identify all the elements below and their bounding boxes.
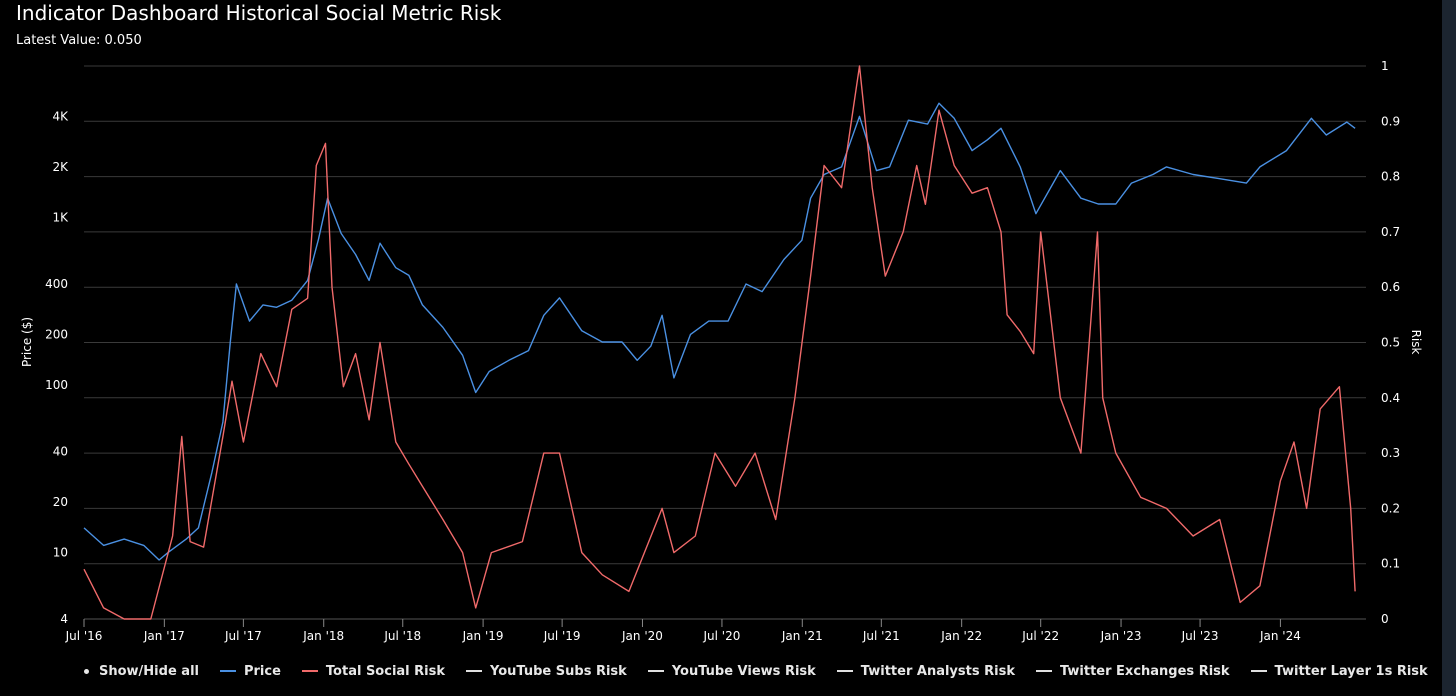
legend-swatch [1035,670,1052,672]
legend-label: Twitter Analysts Risk [860,663,1015,679]
x-tick-label: Jan '20 [621,629,663,643]
legend-show-hide-label: Show/Hide all [99,663,199,679]
legend-label: Twitter Layer 1s Risk [1274,663,1428,679]
x-tick-label: Jul '17 [224,629,262,643]
x-tick-label: Jul '22 [1021,629,1059,643]
y-left-tick-label: 2K [52,160,69,174]
y-right-tick-label: 0.1 [1381,557,1400,571]
y-right-tick-label: 0.9 [1381,114,1400,128]
x-tick-label: Jan '22 [940,629,982,643]
y-right-axis-title: Risk [1409,330,1423,355]
x-tick-label: Jul '18 [383,629,421,643]
latest-value: Latest Value: 0.050 [16,33,142,48]
legend-swatch [466,670,483,672]
y-right-tick-label: 0.6 [1381,280,1400,294]
y-left-tick-label: 1K [52,210,69,224]
x-tick-label: Jul '19 [543,629,581,643]
x-tick-label: Jul '23 [1181,629,1219,643]
y-left-tick-label: 100 [45,378,68,392]
legend-item-twitter-layer-1s-risk[interactable]: Twitter Layer 1s Risk [1250,663,1428,679]
x-tick-label: Jan '21 [781,629,823,643]
y-right-tick-label: 0.7 [1381,225,1400,239]
y-left-tick-label: 40 [53,444,68,458]
x-tick-label: Jan '23 [1100,629,1142,643]
y-left-tick-label: 4K [52,109,69,123]
legend-item-price[interactable]: Price [219,663,281,679]
x-tick-label: Jan '19 [462,629,504,643]
series-line-total-social-risk [83,65,1356,620]
legend-swatch [647,670,664,672]
x-tick-label: Jan '18 [302,629,344,643]
x-tick-label: Jul '21 [862,629,900,643]
y-left-tick-label: 4 [60,612,68,626]
y-right-tick-label: 0 [1381,612,1389,626]
y-left-tick-label: 10 [53,545,68,559]
x-tick-label: Jan '17 [143,629,185,643]
legend-item-youtube-views-risk[interactable]: YouTube Views Risk [647,663,816,679]
legend-label: Price [243,663,281,679]
legend-label: Twitter Exchanges Risk [1059,663,1230,679]
y-right-tick-label: 0.4 [1381,391,1400,405]
x-tick-label: Jan '24 [1259,629,1301,643]
y-right-tick-label: 0.8 [1381,170,1400,184]
legend-swatch [219,670,236,672]
y-left-axis-title: Price ($) [20,317,34,367]
legend-label: Total Social Risk [325,663,446,679]
x-tick-label: Jul '20 [703,629,741,643]
y-right-tick-label: 0.3 [1381,446,1400,460]
chart-legend: Show/Hide all Price Total Social Risk YouT… [84,662,1428,680]
y-right-tick-label: 0.5 [1381,336,1400,350]
y-left-tick-label: 200 [45,327,68,341]
legend-item-twitter-exchanges-risk[interactable]: Twitter Exchanges Risk [1035,663,1230,679]
page-title: Indicator Dashboard Historical Social Me… [16,1,502,25]
legend-show-hide-all[interactable]: Show/Hide all [84,664,199,679]
series-line-price [83,102,1356,561]
legend-item-youtube-subs-risk[interactable]: YouTube Subs Risk [466,664,627,679]
legend-swatch [301,670,318,672]
y-right-tick-label: 0.2 [1381,501,1400,515]
legend-series-list: Price Total Social Risk YouTube Subs Risk Y… [219,663,1449,679]
y-left-tick-label: 400 [45,277,68,291]
bullet-icon [84,668,89,674]
y-right-tick-label: 1 [1381,59,1389,73]
x-tick-label: Jul '16 [65,629,103,643]
legend-item-twitter-analysts-risk[interactable]: Twitter Analysts Risk [836,663,1015,679]
legend-swatch [836,670,853,672]
legend-swatch [1250,670,1267,672]
y-left-tick-label: 20 [53,495,68,509]
legend-item-total-social-risk[interactable]: Total Social Risk [301,663,446,679]
legend-label: YouTube Views Risk [671,663,816,679]
legend-label: YouTube Subs Risk [490,663,627,679]
